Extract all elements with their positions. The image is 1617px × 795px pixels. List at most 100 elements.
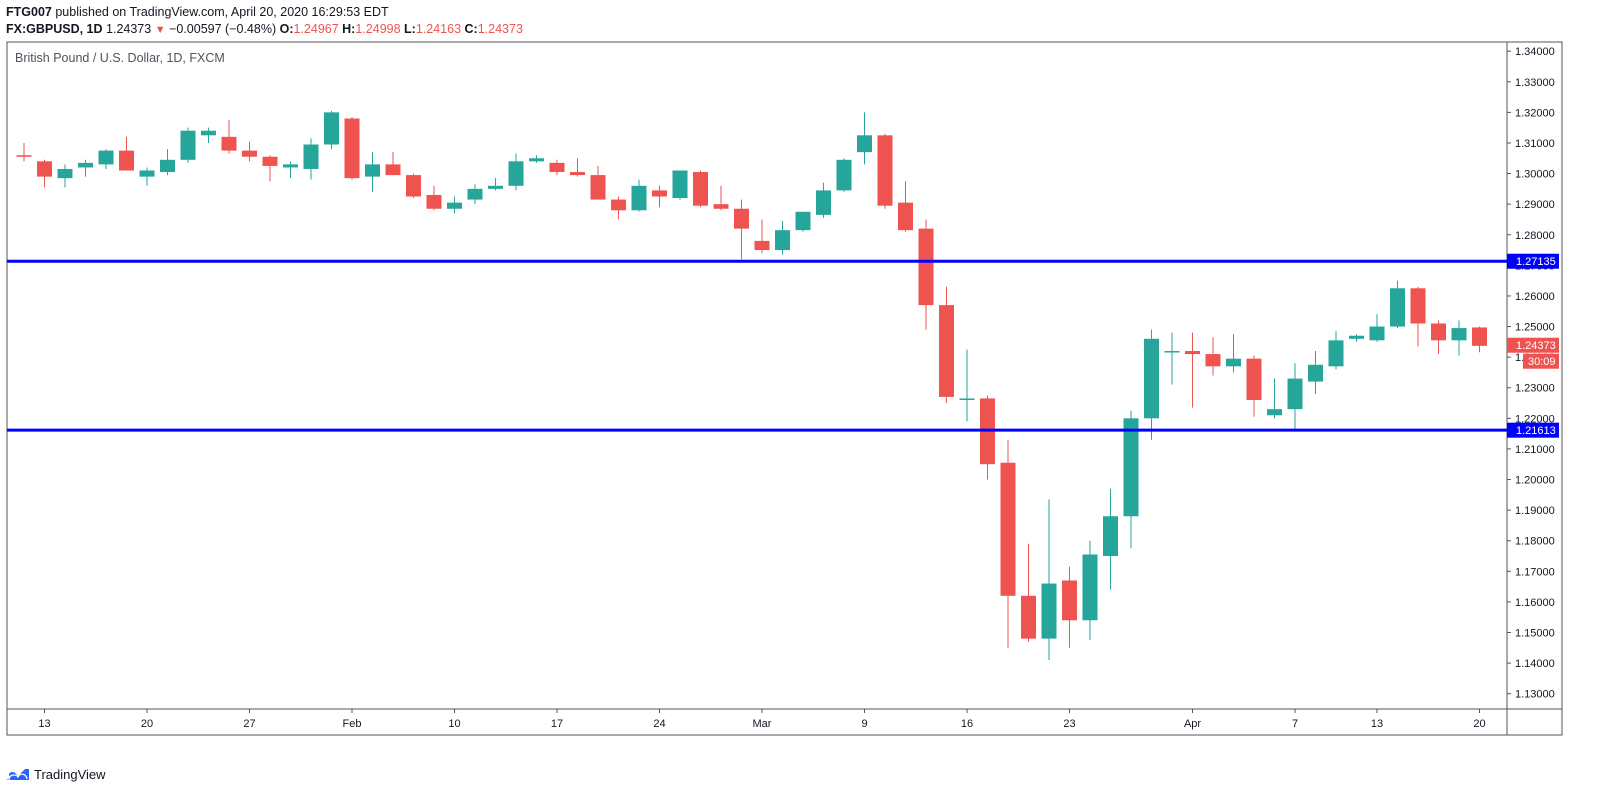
y-tick-label: 1.32000 [1515,107,1555,119]
candle [201,127,216,143]
candle-body [590,175,606,200]
x-tick-label: 13 [38,718,50,730]
candle [1205,337,1221,376]
candle [734,199,749,260]
candle [385,152,401,176]
candle-body [631,185,647,211]
candle-body [898,202,913,231]
candle-body [1287,378,1303,410]
x-tick-label: 20 [141,718,153,730]
candle-body [1205,354,1221,367]
x-tick-label: 27 [243,718,255,730]
candle [1369,314,1385,342]
candle [529,155,544,163]
candle-body [406,175,421,197]
candle-body [1164,351,1180,353]
close-label: C: [464,22,478,36]
candle-body [857,135,872,153]
candle-body [1185,351,1200,355]
last-price-label: 1.24373 [1516,340,1556,352]
candle [590,165,606,200]
x-tick-label: Feb [343,718,362,730]
candle [1390,280,1405,329]
candle [508,153,524,191]
y-tick-label: 1.34000 [1515,46,1555,58]
tradingview-brand[interactable]: TradingView [34,766,106,782]
candle [221,120,237,154]
candle [57,164,73,188]
candle [447,196,462,214]
candle [898,181,913,232]
candle [1185,332,1200,408]
candle-body [426,194,442,209]
candle-body [447,202,462,209]
candle [1226,334,1241,373]
open-label: O: [279,22,294,36]
candle [672,170,688,200]
candle-body [795,211,811,231]
candle-body [221,136,237,151]
candle-body [836,159,852,191]
candle [242,141,257,162]
candle-body [78,162,93,168]
candle [37,159,52,188]
candle-body [1451,328,1467,341]
candle-body [1000,462,1016,596]
candle [1472,326,1487,353]
y-tick-label: 1.14000 [1515,658,1555,670]
candle [98,149,114,169]
candle [426,185,442,211]
candle [324,110,339,150]
candle-body [652,190,667,197]
x-tick-label: 24 [653,718,665,730]
candle [836,158,852,192]
x-tick-label: Mar [753,718,772,730]
y-tick-label: 1.28000 [1515,230,1555,242]
candle-body [303,144,319,169]
publisher-name[interactable]: FTG007 [6,5,52,19]
candle [754,219,770,254]
candle [1246,355,1262,417]
candle-body [1123,418,1139,517]
publish-line: FTG007 published on TradingView.com, Apr… [6,4,523,21]
candle [16,142,32,162]
candle-body [283,164,298,168]
candle-body [1062,580,1077,621]
candle [693,170,708,208]
candle-body [139,170,155,177]
level-badge-label: 1.27135 [1516,256,1556,268]
candle [344,116,360,180]
candle [1082,540,1098,641]
candle-body [324,112,339,145]
candle [631,179,647,212]
x-tick-label: Apr [1184,718,1201,730]
candle [1328,331,1344,370]
candle [1410,286,1426,347]
candle-body [1246,358,1262,400]
candle-body [1226,358,1241,367]
candle-body [98,150,114,165]
candle-body [1103,516,1118,557]
candle-body [1431,323,1446,341]
candle [939,286,954,404]
candle-body [959,398,975,400]
candle [180,127,196,163]
y-tick-label: 1.33000 [1515,77,1555,89]
y-tick-label: 1.19000 [1515,505,1555,517]
candle [139,167,155,186]
candle [795,211,811,232]
candle-body [16,155,32,157]
candle [775,220,790,255]
candle [877,133,893,209]
symbol-label[interactable]: FX:GBPUSD, 1D [6,22,103,36]
candle [1103,488,1118,590]
y-tick-label: 1.16000 [1515,597,1555,609]
high-value: 1.24998 [355,22,401,36]
x-tick-label: 13 [1371,718,1383,730]
candle-body [529,158,544,162]
chart-header: FTG007 published on TradingView.com, Apr… [6,4,523,39]
candle-body [611,199,626,211]
candle [1451,320,1467,356]
candle [1123,410,1139,549]
